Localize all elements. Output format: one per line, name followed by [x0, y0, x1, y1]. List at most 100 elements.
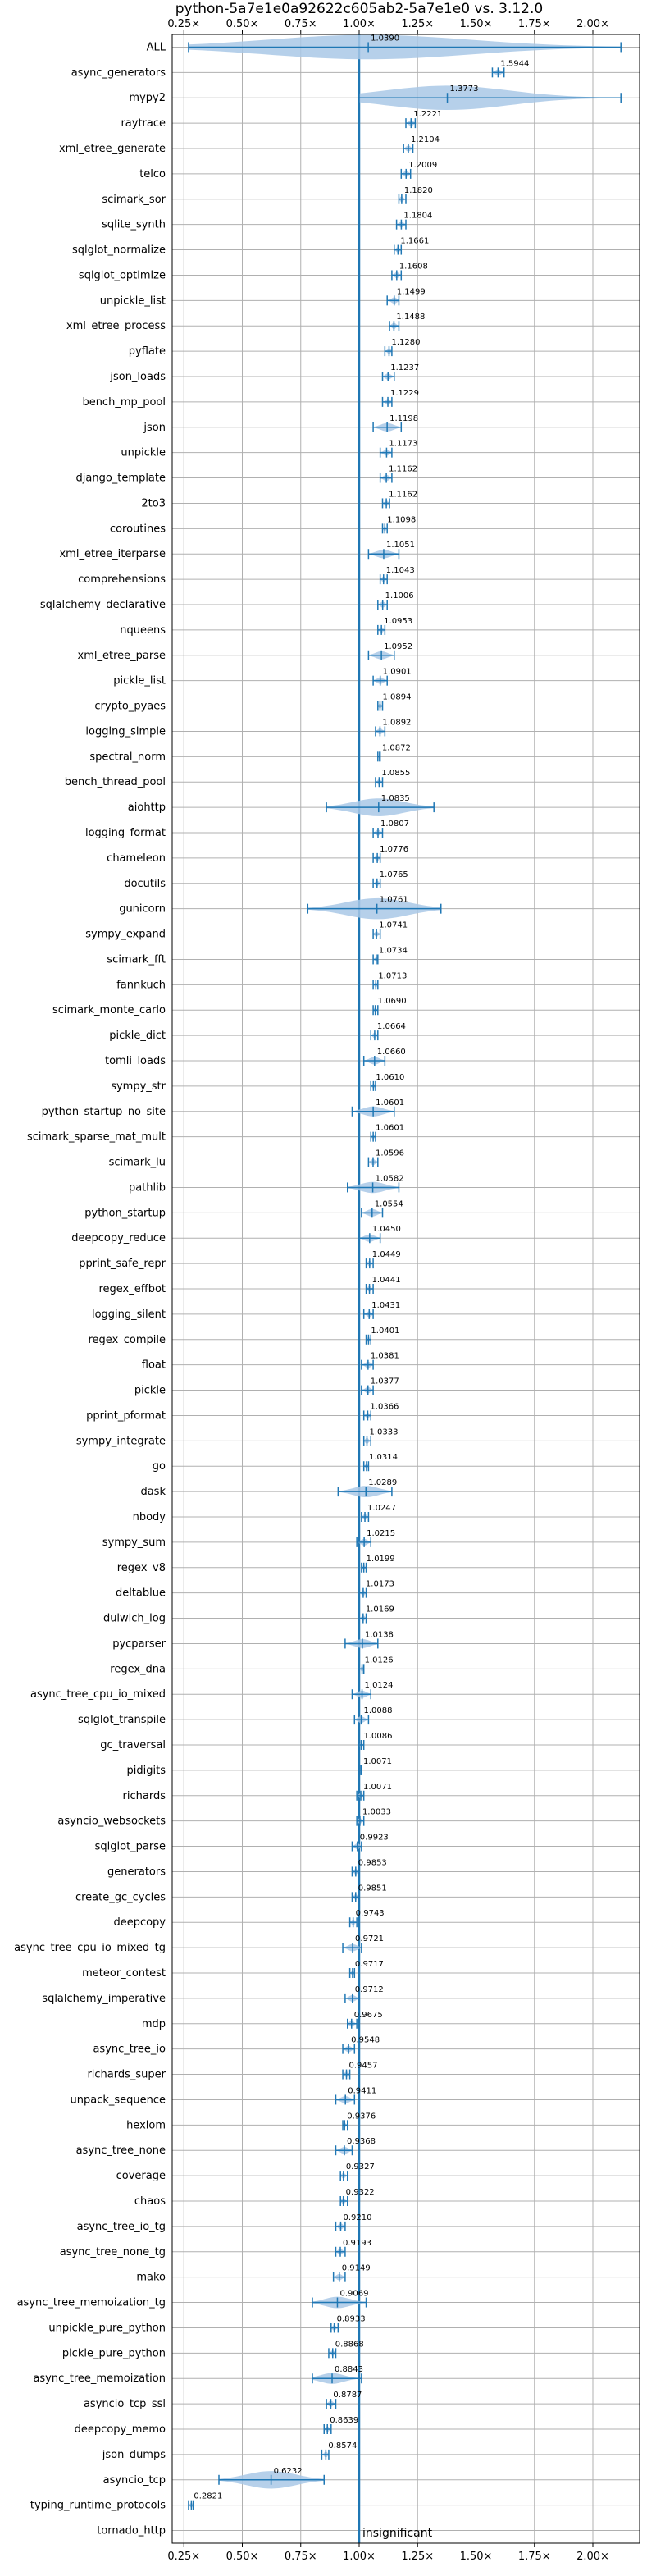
value-label: 1.0449 — [372, 1250, 401, 1259]
value-label: 1.0610 — [376, 1073, 404, 1082]
value-label: 1.3773 — [450, 84, 479, 94]
benchmark-label: pickle_pure_python — [62, 2347, 166, 2359]
x-tick-label-top: 1.50× — [460, 18, 493, 30]
value-label: 1.0314 — [369, 1453, 398, 1462]
benchmark-label: deepcopy_reduce — [71, 1232, 166, 1245]
value-label: 1.1043 — [386, 566, 415, 575]
x-tick-label-top: 2.00× — [576, 18, 609, 30]
value-label: 1.0952 — [384, 642, 412, 651]
value-label: 1.0835 — [381, 794, 410, 803]
value-label: 1.0366 — [370, 1402, 399, 1411]
benchmark-label: mdp — [142, 2018, 166, 2030]
benchmark-label: sqlglot_optimize — [79, 269, 166, 281]
value-label: 1.1051 — [386, 541, 415, 550]
benchmark-label: deepcopy — [113, 1916, 166, 1929]
benchmark-label: django_template — [76, 473, 166, 485]
benchmark-label: python_startup_no_site — [42, 1106, 166, 1118]
benchmark-label: logging_silent — [92, 1309, 166, 1321]
benchmark-label: json_loads — [109, 371, 166, 383]
value-label: 1.0138 — [365, 1630, 394, 1639]
x-tick-label-top: 1.25× — [401, 18, 434, 30]
benchmark-label: sqlalchemy_declarative — [40, 599, 166, 611]
value-label: 1.0450 — [372, 1225, 401, 1234]
value-label: 1.0124 — [365, 1681, 394, 1690]
benchmark-label: richards — [123, 1790, 166, 1802]
benchmark-label: async_tree_none — [76, 2144, 166, 2157]
x-tick-label-bottom: 0.50× — [226, 2551, 259, 2563]
benchmark-label: sqlalchemy_imperative — [42, 1993, 166, 2005]
value-label: 0.9743 — [356, 1909, 385, 1918]
value-label: 1.0071 — [363, 1757, 392, 1766]
value-label: 1.0333 — [369, 1427, 398, 1436]
benchmark-label: scimark_fft — [107, 953, 166, 966]
value-label: 1.1804 — [403, 212, 432, 221]
benchmark-label: asyncio_tcp — [103, 2474, 166, 2487]
benchmark-label: asyncio_tcp_ssl — [84, 2398, 166, 2410]
benchmark-label: comprehensions — [78, 573, 166, 586]
benchmark-label: async_tree_cpu_io_mixed_tg — [14, 1942, 166, 1954]
benchmark-label: async_tree_memoization — [33, 2373, 166, 2385]
value-label: 1.0377 — [371, 1377, 399, 1386]
value-label: 1.0596 — [376, 1149, 404, 1158]
benchmark-label: json — [143, 422, 166, 434]
value-label: 0.9322 — [346, 2188, 375, 2197]
benchmark-label: dulwich_log — [103, 1613, 166, 1625]
value-label: 1.0441 — [372, 1276, 401, 1285]
x-tick-label-bottom: 1.75× — [518, 2551, 551, 2563]
value-label: 0.8843 — [335, 2365, 363, 2374]
x-tick-label-bottom: 1.50× — [460, 2551, 493, 2563]
benchmark-label: sympy_expand — [85, 929, 166, 941]
benchmark-label: async_tree_io_tg — [77, 2221, 166, 2233]
insignificant-annotation: insignificant — [362, 2527, 433, 2540]
value-label: 0.9069 — [339, 2290, 368, 2299]
value-label: 1.2009 — [408, 161, 437, 170]
benchmark-label: pyflate — [129, 345, 166, 358]
benchmark-label: gunicorn — [119, 903, 166, 916]
benchmark-labels-layer: ALL 1.0390 async_generators 1.5944 mypy2 1.37… — [14, 34, 529, 2537]
grid-layer — [172, 34, 640, 2543]
value-label: 0.2821 — [194, 2492, 222, 2501]
benchmark-label: regex_v8 — [117, 1562, 166, 1574]
value-label: 0.9376 — [347, 2112, 376, 2121]
benchmark-label: float — [142, 1359, 166, 1372]
value-label: 1.0765 — [380, 870, 408, 879]
value-label: 1.1162 — [389, 465, 417, 474]
benchmark-label: async_tree_cpu_io_mixed — [30, 1688, 166, 1701]
value-label: 1.0690 — [378, 997, 407, 1006]
benchmark-label: pickle_dict — [109, 1030, 166, 1042]
x-tick-label-bottom: 1.00× — [343, 2551, 376, 2563]
x-tick-label-top: 0.25× — [167, 18, 200, 30]
benchmark-label: pprint_safe_repr — [79, 1258, 166, 1270]
x-tick-label-bottom: 1.25× — [401, 2551, 434, 2563]
benchmark-label: json_dumps — [102, 2449, 166, 2461]
benchmark-label: tomli_loads — [105, 1055, 166, 1067]
benchmark-label: richards_super — [87, 2069, 166, 2081]
value-label: 1.1162 — [389, 490, 417, 499]
benchmark-label: bench_mp_pool — [82, 396, 166, 409]
value-label: 1.0664 — [377, 1022, 406, 1031]
benchmark-label: sqlglot_parse — [95, 1841, 166, 1853]
value-label: 1.1608 — [399, 262, 428, 271]
benchmark-label: xml_etree_process — [66, 320, 166, 332]
benchmark-label: sympy_sum — [102, 1537, 166, 1549]
x-tick-label-bottom: 0.25× — [167, 2551, 200, 2563]
benchmark-label: pprint_pformat — [86, 1409, 166, 1422]
value-label: 1.1237 — [390, 363, 419, 372]
benchmark-label: scimark_sparse_mat_mult — [27, 1131, 166, 1144]
benchmark-label: aiohttp — [128, 802, 166, 814]
benchmark-label: logging_simple — [85, 725, 166, 738]
benchmark-label: regex_compile — [88, 1334, 166, 1346]
value-label: 1.0660 — [377, 1048, 406, 1057]
value-label: 0.9721 — [355, 1934, 384, 1943]
value-label: 1.0953 — [384, 617, 412, 626]
x-tick-label-top: 0.50× — [226, 18, 259, 30]
benchmark-label: unpickle_pure_python — [48, 2322, 166, 2334]
value-label: 0.9193 — [343, 2239, 371, 2248]
benchmark-label: sqlglot_transpile — [78, 1714, 166, 1726]
value-label: 1.0554 — [375, 1199, 403, 1208]
value-label: 1.1280 — [391, 338, 420, 347]
benchmark-label: pathlib — [129, 1181, 166, 1194]
value-label: 1.0215 — [367, 1529, 395, 1538]
value-label: 0.9675 — [354, 2011, 383, 2020]
